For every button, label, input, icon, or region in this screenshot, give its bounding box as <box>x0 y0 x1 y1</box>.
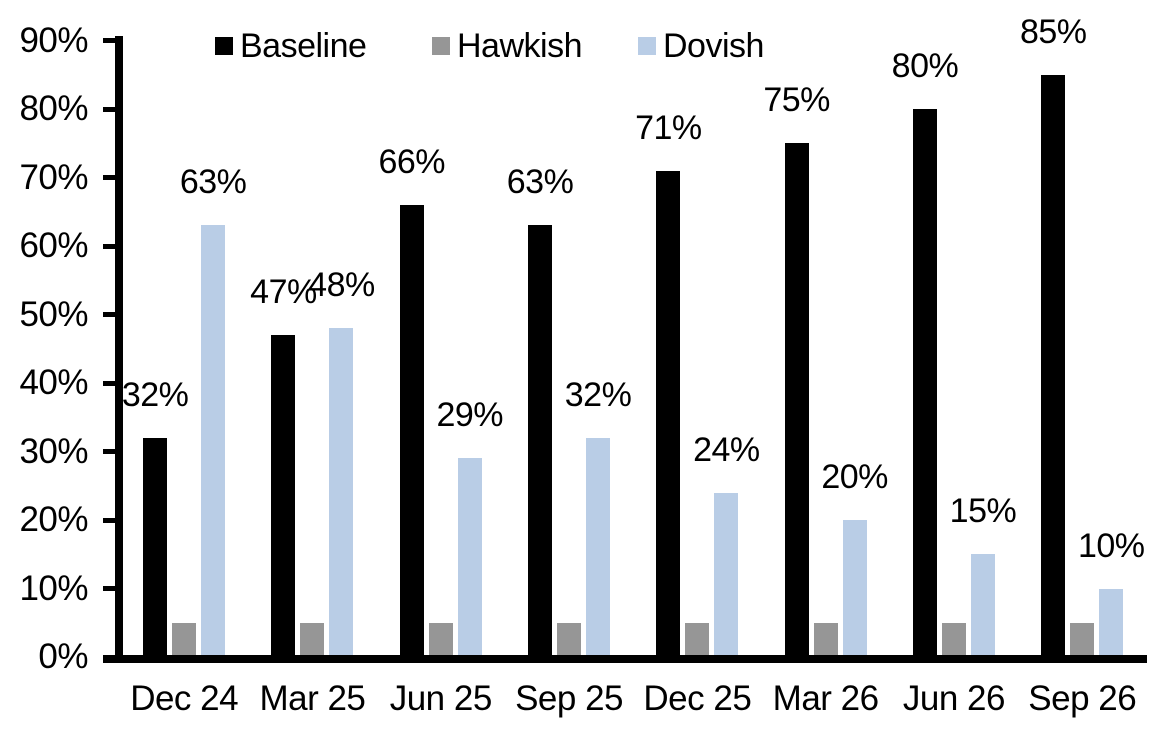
y-axis-tick <box>103 449 115 454</box>
data-label-baseline: 32% <box>121 375 189 414</box>
y-axis-tick <box>103 380 115 386</box>
legend-swatch-baseline <box>215 37 233 55</box>
bar-baseline <box>399 204 424 655</box>
bar-dovish <box>970 554 995 655</box>
data-label-baseline: 71% <box>635 108 702 147</box>
y-axis-tick-label: 50% <box>19 294 88 334</box>
x-category-label: Mar 26 <box>772 679 879 718</box>
y-axis-line <box>115 36 123 663</box>
data-label-dovish: 29% <box>436 396 504 435</box>
data-label-dovish: 15% <box>949 492 1017 531</box>
x-category-label: Mar 25 <box>259 679 366 718</box>
y-axis-tick <box>103 654 115 660</box>
y-axis-tick <box>103 175 115 180</box>
x-category-label: Jun 25 <box>389 679 493 718</box>
y-axis-tick <box>103 312 115 317</box>
bar-dovish <box>1099 588 1124 655</box>
data-label-dovish: 32% <box>564 375 632 414</box>
x-category-label: Dec 24 <box>130 679 239 718</box>
data-label-dovish: 63% <box>179 163 247 202</box>
x-axis-line <box>103 655 1147 663</box>
bar-hawkish <box>557 622 582 655</box>
data-label-baseline: 75% <box>763 81 830 120</box>
y-axis-tick <box>103 106 115 112</box>
bar-dovish <box>586 437 611 655</box>
bar-hawkish <box>300 622 325 655</box>
y-axis-tick <box>103 586 115 591</box>
bar-dovish <box>201 225 226 655</box>
y-axis-tick-label: 20% <box>19 500 88 539</box>
data-label-baseline: 66% <box>378 142 446 181</box>
data-label-baseline: 47% <box>250 273 317 312</box>
y-axis-tick-label: 10% <box>19 568 88 608</box>
legend-swatch-dovish <box>638 37 656 55</box>
data-label-baseline: 80% <box>891 47 959 85</box>
bar-baseline <box>912 109 937 655</box>
x-category-label: Sep 25 <box>515 679 624 718</box>
y-axis-tick-label: 60% <box>19 226 88 265</box>
data-label-dovish: 20% <box>821 458 888 496</box>
bar-hawkish <box>172 622 197 655</box>
legend-item-dovish: Dovish <box>638 28 764 64</box>
data-label-dovish: 24% <box>693 430 760 469</box>
y-axis-tick-label: 80% <box>19 89 88 128</box>
legend-label-dovish: Dovish <box>663 27 764 65</box>
y-axis-tick-label: 70% <box>19 157 88 197</box>
bar-dovish <box>329 328 354 655</box>
data-label-dovish: 48% <box>308 266 375 305</box>
bar-hawkish <box>428 622 453 655</box>
bar-baseline <box>271 335 296 655</box>
bar-baseline <box>1041 74 1066 655</box>
data-label-baseline: 85% <box>1019 12 1087 51</box>
data-label-dovish: 10% <box>1077 526 1145 565</box>
legend-item-hawkish: Hawkish <box>432 28 582 64</box>
bar-dovish <box>842 520 867 655</box>
y-axis-tick <box>103 517 115 523</box>
bar-baseline <box>528 225 553 655</box>
bar-baseline <box>656 170 681 655</box>
y-axis-tick-label: 90% <box>19 20 88 60</box>
bar-hawkish <box>813 622 838 655</box>
bar-dovish <box>457 458 482 655</box>
x-category-label: Sep 26 <box>1028 679 1137 718</box>
legend-item-baseline: Baseline <box>215 27 367 65</box>
bar-baseline <box>143 437 168 655</box>
bar-dovish <box>714 492 739 655</box>
legend-swatch-hawkish <box>432 37 450 55</box>
bar-hawkish <box>685 622 710 655</box>
y-axis-tick-label: 40% <box>19 363 88 402</box>
legend-label-baseline: Baseline <box>240 27 367 65</box>
data-label-baseline: 63% <box>506 163 574 202</box>
y-axis-tick-label: 30% <box>19 431 88 471</box>
x-category-label: Jun 26 <box>902 679 1006 718</box>
y-axis-tick-label: 0% <box>38 637 88 676</box>
x-category-label: Dec 25 <box>643 679 752 718</box>
y-axis-tick <box>103 38 115 43</box>
y-axis-tick <box>103 243 115 249</box>
bar-hawkish <box>941 622 966 655</box>
bar-baseline <box>784 143 809 655</box>
legend-label-hawkish: Hawkish <box>457 27 582 65</box>
bar-hawkish <box>1070 622 1095 655</box>
